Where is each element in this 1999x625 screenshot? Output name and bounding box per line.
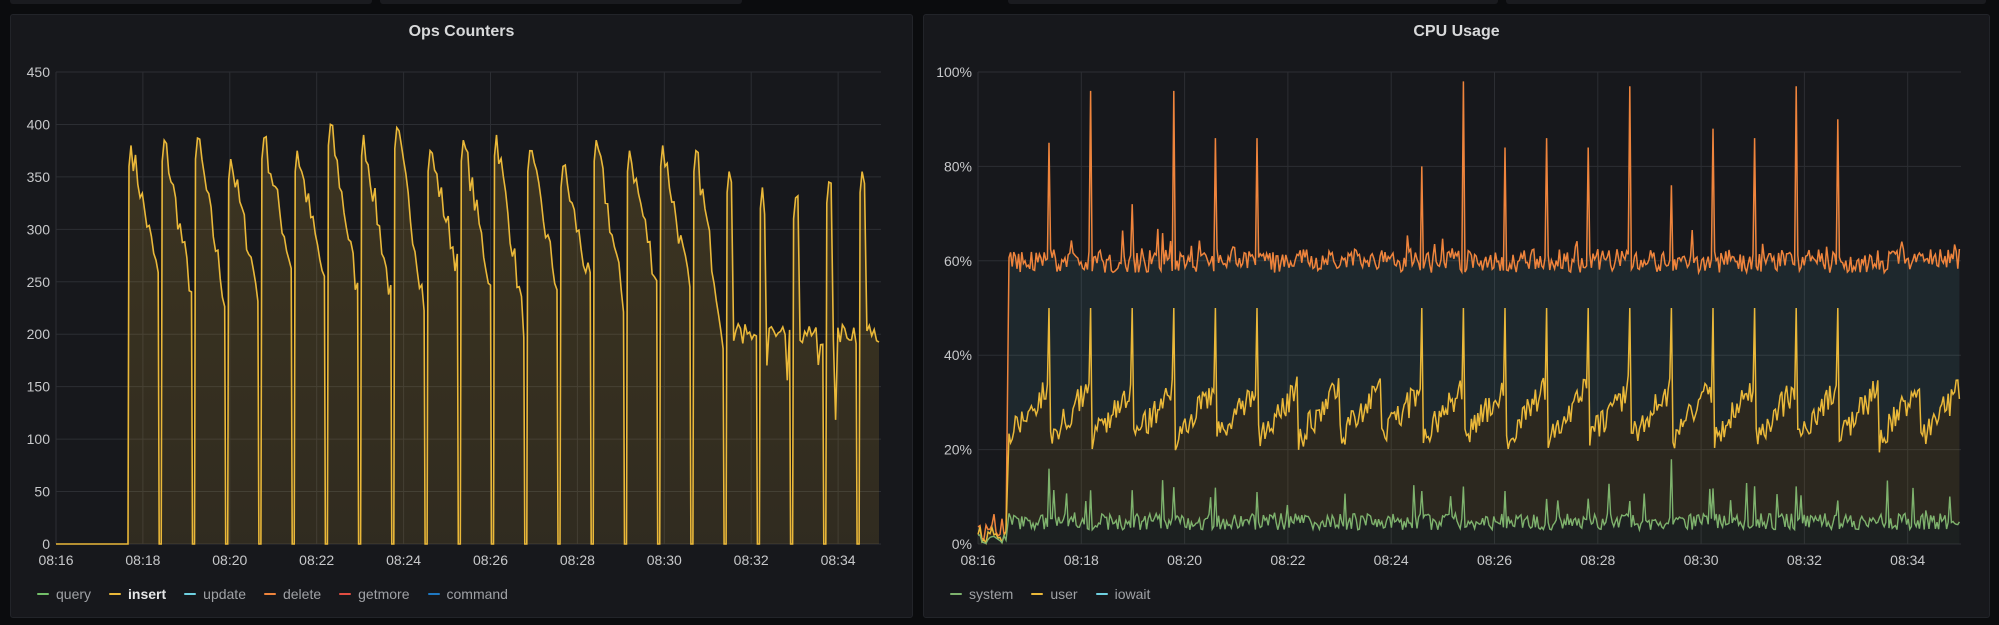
legend-label: getmore [358,586,410,602]
legend-item-command[interactable]: command [427,586,508,602]
y-tick-label: 350 [27,169,51,185]
y-tick-label: 0 [42,536,50,552]
x-tick-label: 08:30 [1684,552,1719,568]
panel-title[interactable]: CPU Usage [1413,23,1500,40]
x-tick-label: 08:24 [1374,552,1409,568]
top-panel-edge [10,0,372,4]
x-tick-label: 08:28 [560,552,595,568]
legend-item-system[interactable]: system [950,586,1013,602]
x-tick-label: 08:28 [1580,552,1615,568]
legend-label: delete [282,586,322,602]
x-tick-label: 08:30 [647,552,682,568]
legend-swatch-icon [950,593,962,595]
legend-label: system [969,586,1014,602]
panel-title[interactable]: Ops Counters [408,23,515,40]
legend-swatch-icon [427,593,440,595]
legend-swatch-icon [109,593,122,595]
y-tick-label: 60% [944,253,972,269]
x-tick-label: 08:34 [821,552,856,568]
legend-label: update [203,586,246,602]
legend-item-user[interactable]: user [1031,586,1078,602]
x-tick-label: 08:34 [1890,552,1925,568]
top-panel-edge [380,0,742,4]
legend-label: user [1050,586,1078,602]
legend-swatch-icon [263,593,276,595]
ops-counters-chart[interactable]: 0 50 100 150 200 250 300 350 400 450 08:16 08:18 08:… [11,15,914,619]
iowait-line [977,81,1961,541]
legend-label: query [56,586,92,602]
legend-swatch-icon [1031,593,1044,595]
y-tick-label: 450 [27,64,51,80]
y-tick-label: 400 [27,116,51,132]
x-tick-label: 08:16 [38,552,73,568]
y-tick-label: 40% [944,347,972,363]
x-tick-label: 08:22 [299,552,334,568]
x-tick-label: 08:20 [212,552,247,568]
y-tick-label: 150 [27,379,51,395]
legend-swatch-icon [184,593,197,595]
top-panel-edge [1506,0,1986,4]
y-tick-label: 0% [952,536,972,552]
legend-item-insert[interactable]: insert [109,586,166,602]
x-tick-label: 08:20 [1167,552,1202,568]
x-tick-label: 08:26 [473,552,508,568]
ops-counters-panel: Ops Counters 0 50 100 150 200 250 300 350 400 450… [10,14,913,618]
x-tick-label: 08:18 [1064,552,1099,568]
legend-label: command [446,586,508,602]
y-tick-label: 100% [936,64,972,80]
cpu-usage-chart[interactable]: 0% 20% 40% 60% 80% 100% 08:16 08:18 08:20 08:22 08… [924,15,1991,619]
x-tick-label: 08:32 [734,552,769,568]
y-tick-label: 200 [27,326,51,342]
legend-item-delete[interactable]: delete [263,586,322,602]
x-tick-label: 08:16 [960,552,995,568]
legend-item-update[interactable]: update [184,586,246,602]
y-tick-label: 250 [27,274,51,290]
y-tick-label: 20% [944,442,972,458]
user-area [978,308,1960,544]
legend-label: iowait [1114,586,1151,602]
insert-line [56,123,880,545]
legend-swatch-icon [339,593,352,595]
x-tick-label: 08:18 [125,552,160,568]
x-tick-label: 08:22 [1270,552,1305,568]
x-tick-label: 08:24 [386,552,421,568]
x-tick-label: 08:32 [1787,552,1822,568]
y-tick-label: 300 [27,221,51,237]
y-tick-label: 50 [34,484,50,500]
x-tick-label: 08:26 [1477,552,1512,568]
cpu-usage-panel: CPU Usage 0% 20% 40% 60% 80% 100% 08:16 08:18 08… [923,14,1990,618]
top-panel-edge [1008,0,1498,4]
legend-swatch-icon [1095,593,1108,595]
legend-item-getmore[interactable]: getmore [339,586,410,602]
legend-label: insert [128,586,167,602]
chart-legend: system user iowait [950,586,1150,602]
y-tick-label: 100 [27,431,51,447]
system-line [977,459,1961,545]
user-line [977,307,1961,546]
chart-legend: query insert update delete getmore command [37,586,508,602]
y-tick-label: 80% [944,158,972,174]
legend-item-query[interactable]: query [37,586,91,602]
legend-swatch-icon [37,593,49,595]
legend-item-iowait[interactable]: iowait [1095,586,1151,602]
